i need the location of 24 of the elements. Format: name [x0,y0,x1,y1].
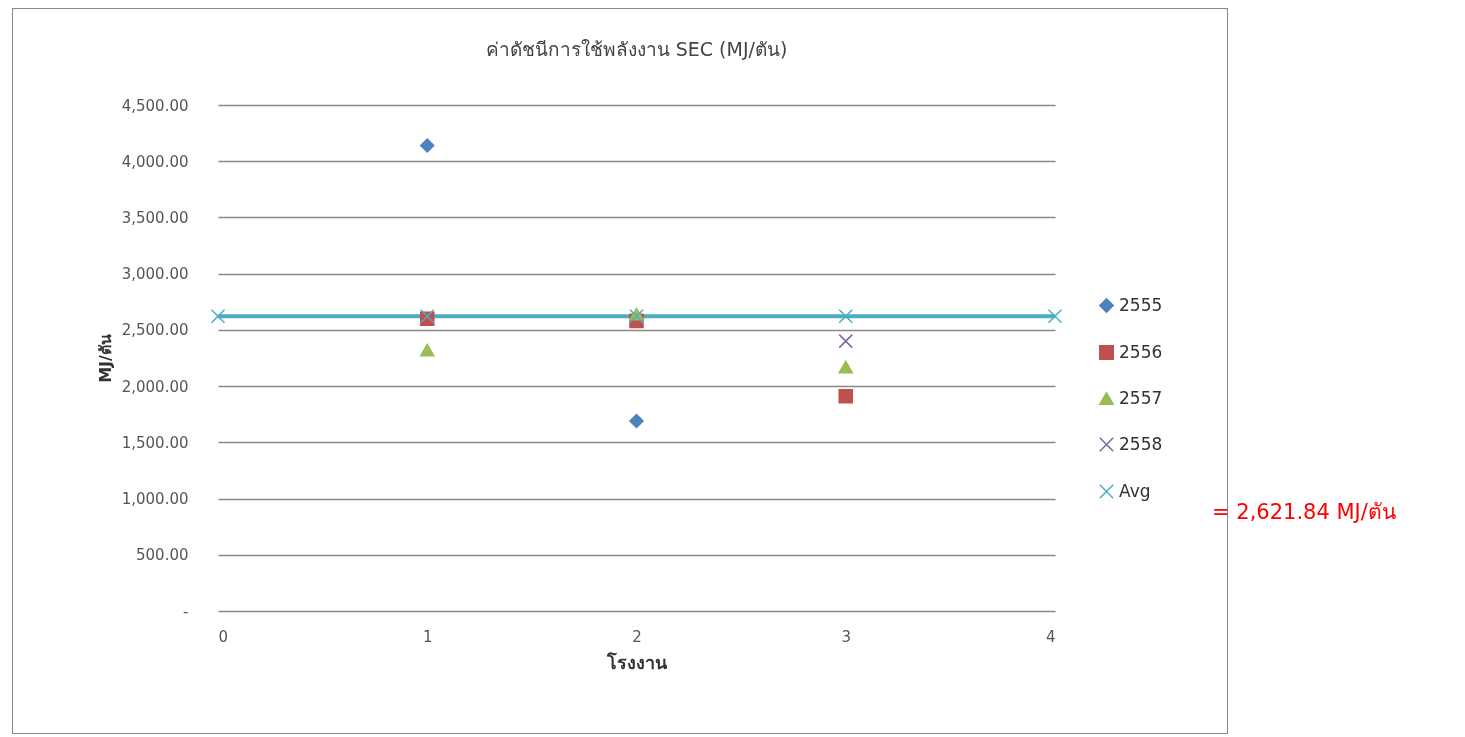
legend-label: Avg [1119,480,1151,501]
y-tick-label: 3,500.00 [121,208,189,227]
x-tick-label: 1 [422,627,433,646]
y-tick-label: 4,500.00 [121,96,189,115]
y-axis-title: MJ/ตัน [95,334,115,383]
legend-label: 2556 [1119,341,1163,362]
y-tick-label: 4,000.00 [121,152,189,171]
legend-label: 2555 [1119,294,1163,315]
y-tick-label: 1,500.00 [121,433,189,452]
legend-label: 2558 [1119,433,1163,454]
x-tick-label: 3 [841,627,852,646]
chart-title: ค่าดัชนีการใช้พลังงาน SEC (MJ/ตัน) [485,38,788,60]
y-tick-label: 2,500.00 [121,321,189,340]
y-tick-label: 3,000.00 [121,265,189,284]
y-tick-label: 1,000.00 [121,490,189,509]
y-tick-label: - [183,602,189,621]
y-tick-label: 2,000.00 [121,377,189,396]
x-axis-title: โรงงาน [606,651,668,673]
x-tick-label: 4 [1045,627,1056,646]
x-tick-label: 0 [218,627,229,646]
legend-label: 2557 [1119,387,1163,408]
y-tick-label: 500.00 [136,546,189,565]
x-tick-label: 2 [632,627,642,646]
text: = 2,621.84 MJ/ตัน [1212,499,1396,526]
